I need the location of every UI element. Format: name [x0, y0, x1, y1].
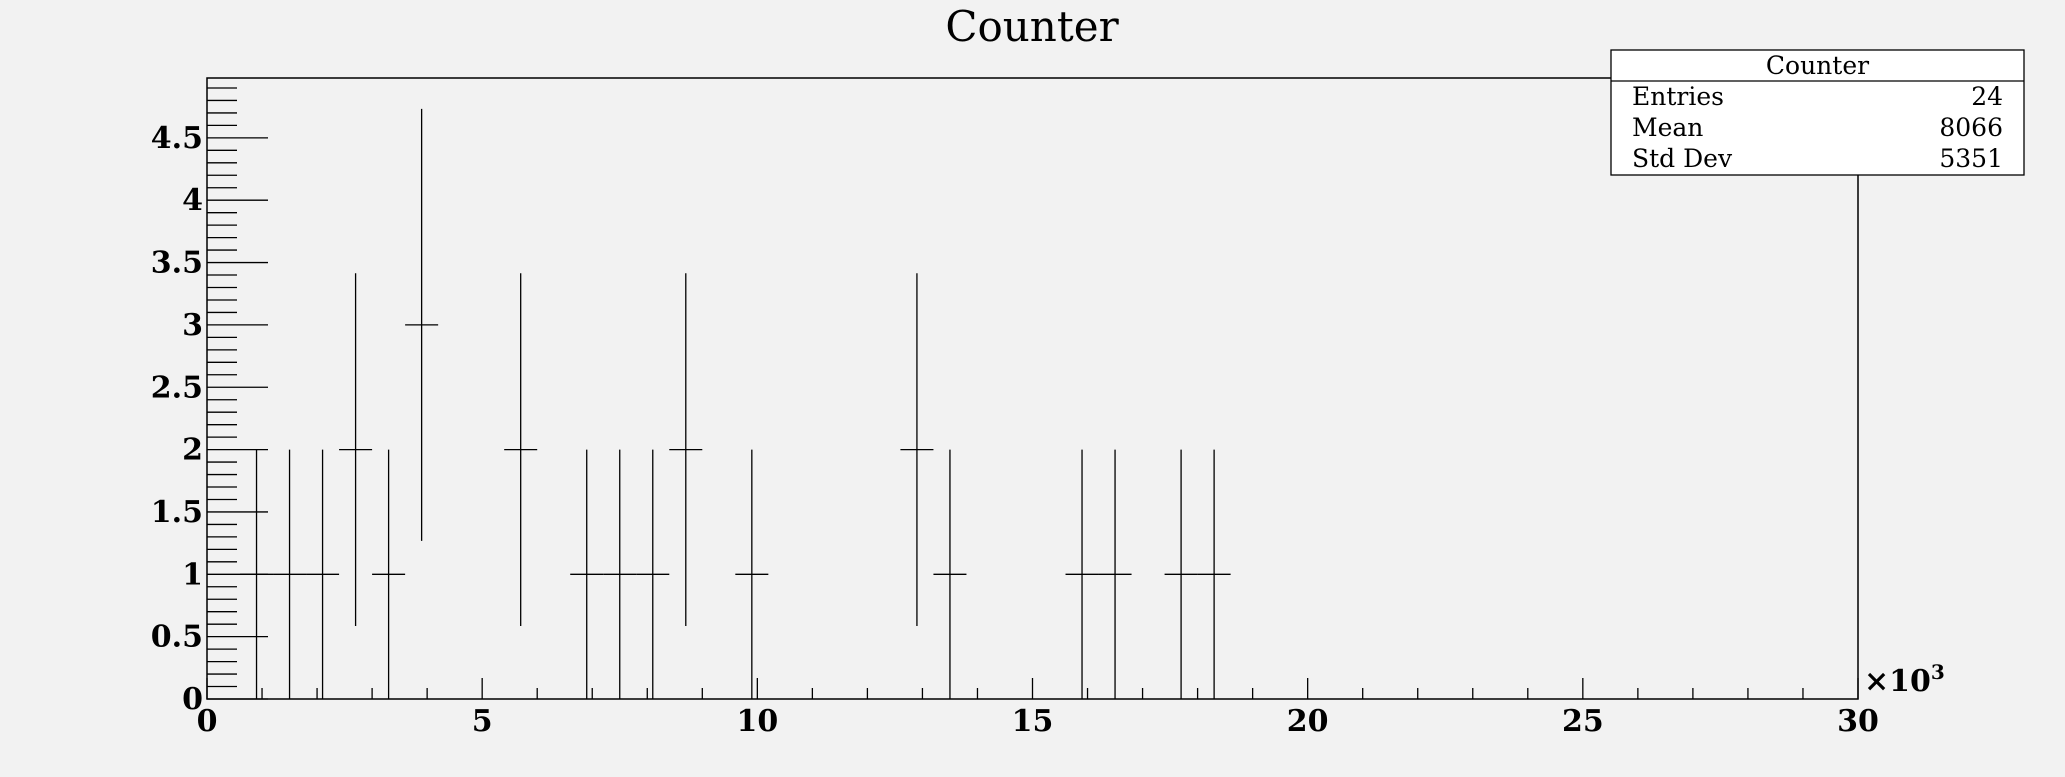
histogram-bin: [1197, 449, 1231, 699]
histogram-bin: [1065, 449, 1099, 699]
y-tick-label: 3.5: [151, 246, 203, 281]
chart-title: Counter: [945, 2, 1119, 51]
histogram-bin: [339, 273, 373, 626]
axes: 00.511.522.533.544.50 5 10 15 20 25 30×103: [151, 77, 1945, 739]
x-tick-label: 5: [472, 704, 493, 739]
stats-row-label: Entries: [1632, 82, 1724, 111]
histogram-bin: [900, 273, 934, 626]
histogram-marks: [240, 108, 1231, 699]
x-tick-label: 25: [1562, 704, 1604, 739]
stats-row-label: Mean: [1632, 113, 1703, 142]
stats-row-value: 24: [1971, 82, 2003, 111]
y-tick-label: 1.5: [151, 495, 203, 530]
histogram-bin: [240, 449, 274, 699]
stats-box-frame: [1610, 49, 2025, 176]
histogram-bin: [669, 273, 703, 626]
y-tick-label: 1: [182, 557, 203, 592]
stats-row-value: 8066: [1939, 113, 2003, 142]
histogram-bin: [570, 449, 604, 699]
histogram-bin: [504, 273, 538, 626]
histogram-bin: [636, 449, 670, 699]
y-tick-label: 0.5: [151, 620, 203, 655]
y-tick-label: 4.5: [151, 121, 203, 156]
stats-box: Counter Entries 24 Mean 8066 Std Dev 5351: [1610, 49, 2025, 176]
y-tick-label: 2: [182, 433, 203, 468]
y-tick-label: 3: [182, 308, 203, 343]
x-axis-multiplier-base: ×10: [1864, 664, 1931, 699]
x-tick-label: 20: [1287, 704, 1329, 739]
histogram-bin: [1164, 449, 1198, 699]
x-axis-multiplier: ×103: [1864, 660, 1945, 699]
y-tick-label: 0: [182, 682, 203, 717]
histogram-bin: [306, 449, 340, 699]
histogram-bin: [372, 449, 406, 699]
x-tick-label: 0: [197, 704, 218, 739]
histogram-bin: [933, 449, 967, 699]
histogram-bin: [603, 449, 637, 699]
stats-row-value: 5351: [1939, 144, 2003, 173]
histogram-bin: [273, 449, 307, 699]
x-tick-label: 30: [1837, 704, 1879, 739]
histogram-bin: [735, 449, 769, 699]
stats-row-label: Std Dev: [1632, 144, 1733, 173]
histogram-bin: [405, 108, 439, 541]
y-tick-label: 2.5: [151, 370, 203, 405]
y-tick-label: 4: [182, 183, 203, 218]
x-tick-label: 10: [736, 704, 778, 739]
x-tick-label: 15: [1012, 704, 1054, 739]
x-axis-multiplier-exponent: 3: [1931, 660, 1945, 684]
plot-frame: [206, 77, 1859, 700]
histogram-bin: [1098, 449, 1132, 699]
stats-box-title: Counter: [1766, 51, 1869, 80]
